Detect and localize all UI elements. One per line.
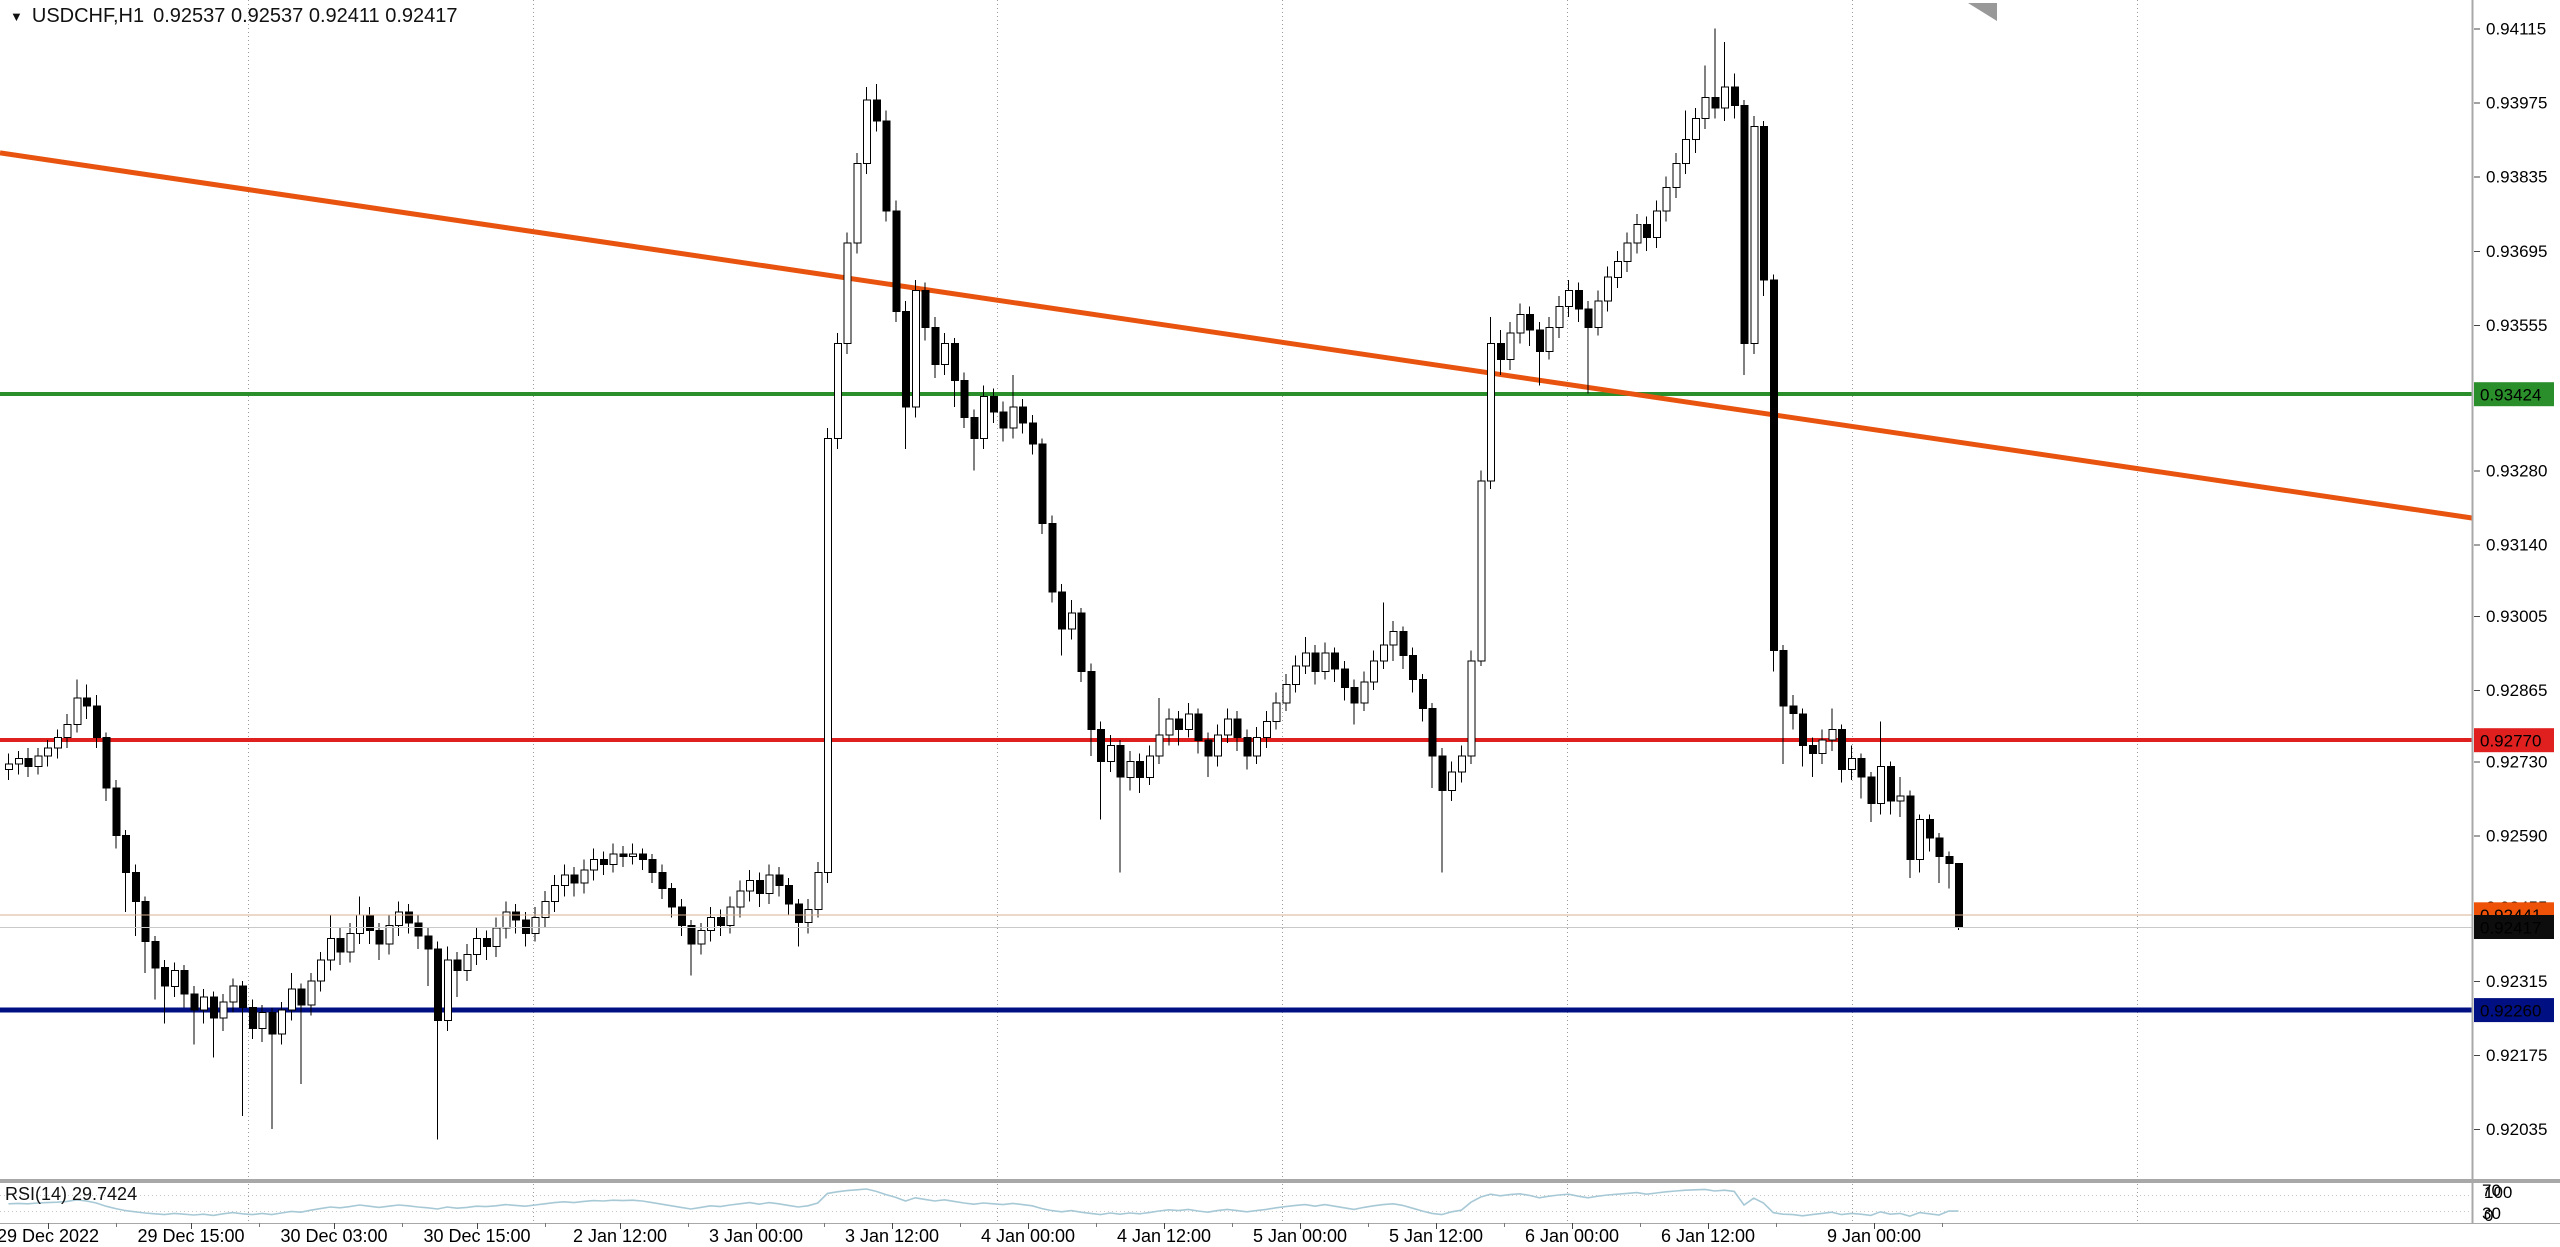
svg-text:0.93975: 0.93975 [2486, 94, 2547, 113]
trendline[interactable] [0, 150, 2473, 521]
symbol-dropdown-icon[interactable]: ▼ [10, 9, 23, 24]
price-line-label: 0.92260 [2474, 998, 2554, 1023]
chart-shift-marker[interactable] [1968, 3, 1997, 21]
svg-text:5 Jan 00:00: 5 Jan 00:00 [1253, 1226, 1347, 1246]
svg-text:0.93555: 0.93555 [2486, 316, 2547, 335]
svg-text:0.92035: 0.92035 [2486, 1120, 2547, 1139]
price-line-label: 0.92770 [2474, 728, 2554, 753]
indicator-label: RSI(14) 29.7424 [5, 1184, 138, 1204]
svg-text:9 Jan 00:00: 9 Jan 00:00 [1827, 1226, 1921, 1246]
svg-text:0.94115: 0.94115 [2486, 20, 2546, 39]
ohlc-values: 0.92537 0.92537 0.92411 0.92417 [153, 5, 458, 27]
svg-text:3 Jan 00:00: 3 Jan 00:00 [709, 1226, 803, 1246]
svg-text:0.93005: 0.93005 [2486, 607, 2547, 626]
svg-text:0.92730: 0.92730 [2486, 752, 2547, 771]
svg-text:2 Jan 12:00: 2 Jan 12:00 [573, 1226, 667, 1246]
svg-text:0.92770: 0.92770 [2480, 732, 2541, 751]
svg-text:0.93280: 0.93280 [2486, 461, 2547, 480]
symbol-timeframe-label: USDCHF,H1 [31, 5, 145, 27]
svg-text:0.93695: 0.93695 [2486, 242, 2547, 261]
svg-text:0.92260: 0.92260 [2480, 1002, 2541, 1021]
svg-text:0.92590: 0.92590 [2486, 826, 2547, 845]
svg-text:0: 0 [2484, 1206, 2493, 1225]
svg-text:6 Jan 12:00: 6 Jan 12:00 [1661, 1226, 1755, 1246]
svg-text:0.93835: 0.93835 [2486, 168, 2547, 187]
svg-text:29 Dec 2022: 29 Dec 2022 [0, 1226, 99, 1246]
period-separators [248, 0, 2138, 1223]
svg-text:0.93424: 0.93424 [2480, 386, 2541, 405]
bid-ask-lines [0, 914, 2472, 928]
svg-text:6 Jan 00:00: 6 Jan 00:00 [1525, 1226, 1619, 1246]
candles [5, 28, 1963, 1140]
chart-title: ▼ USDCHF,H1 0.92537 0.92537 0.92411 0.9241… [10, 5, 458, 28]
svg-text:0.92175: 0.92175 [2486, 1046, 2547, 1065]
svg-text:70: 70 [2482, 1181, 2501, 1200]
svg-text:30 Dec 15:00: 30 Dec 15:00 [423, 1226, 530, 1246]
rsi-pane [0, 1188, 2472, 1218]
price-line-label: 0.93424 [2474, 382, 2554, 407]
svg-text:0.93140: 0.93140 [2486, 535, 2547, 554]
svg-text:0.92865: 0.92865 [2486, 681, 2547, 700]
svg-text:0.92417: 0.92417 [2480, 918, 2541, 937]
price-scale[interactable]: 0.94115 0.93975 0.93835 0.93695 0.93555 0.934… [2474, 20, 2547, 1140]
time-scale[interactable]: 29 Dec 2022 29 Dec 15:00 30 Dec 03:00 30 De… [0, 1223, 1943, 1246]
svg-text:3 Jan 12:00: 3 Jan 12:00 [845, 1226, 939, 1246]
svg-text:0.92315: 0.92315 [2486, 972, 2547, 991]
svg-text:5 Jan 12:00: 5 Jan 12:00 [1389, 1226, 1483, 1246]
svg-text:4 Jan 12:00: 4 Jan 12:00 [1117, 1226, 1211, 1246]
svg-text:100: 100 [2484, 1183, 2512, 1202]
svg-text:29 Dec 15:00: 29 Dec 15:00 [137, 1226, 244, 1246]
svg-text:4 Jan 00:00: 4 Jan 00:00 [981, 1226, 1075, 1246]
svg-text:30: 30 [2482, 1204, 2501, 1223]
horizontal-lines[interactable] [0, 392, 2472, 1013]
price-line-label: 0.92417 [2474, 915, 2554, 939]
svg-text:30 Dec 03:00: 30 Dec 03:00 [280, 1226, 387, 1246]
